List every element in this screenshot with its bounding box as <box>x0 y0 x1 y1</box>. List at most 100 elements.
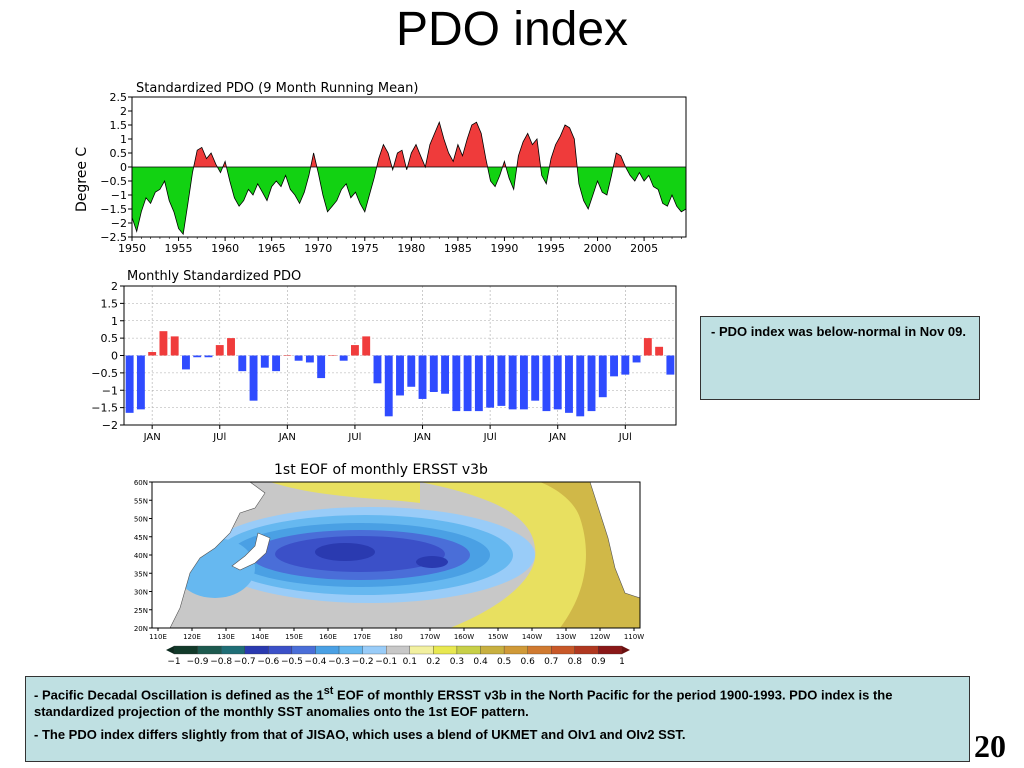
colorbar-swatch <box>315 645 340 655</box>
chart1-ytick-label: 0.5 <box>110 147 128 160</box>
pdo-bar <box>125 355 134 413</box>
pdo-bar <box>632 355 641 363</box>
pdo-bar <box>373 355 382 384</box>
chart2-xtick-label: JUl <box>618 432 632 443</box>
pdo-bar <box>260 355 269 368</box>
pdo-bar <box>159 331 168 356</box>
map-ytick-label: 55N <box>134 497 148 505</box>
pdo-bar <box>339 355 348 361</box>
map-xtick-label: 130E <box>217 633 235 641</box>
pdo-bar <box>396 355 404 396</box>
chart2-xtick-label: JUl <box>212 432 226 443</box>
pdo-bar <box>643 338 652 356</box>
map-xtick-label: 140E <box>251 633 269 641</box>
pdo-bar <box>193 355 202 358</box>
chart2-ytick-label: −2 <box>102 419 118 432</box>
colorbar-label: −1 <box>167 657 180 667</box>
pdo-bar <box>497 355 506 406</box>
pdo-bar <box>272 355 281 372</box>
map-ytick-label: 20N <box>134 625 148 633</box>
chart1-xtick-label: 1970 <box>304 242 332 255</box>
colorbar-label: −0.2 <box>352 657 374 667</box>
description-line-2: - The PDO index differs slightly from th… <box>34 727 686 743</box>
pdo-bar <box>283 355 292 356</box>
north-america-land <box>589 482 640 599</box>
colorbar-swatch <box>409 645 434 655</box>
description-box: - Pacific Decadal Oscillation is defined… <box>25 676 970 762</box>
colorbar-swatch <box>598 645 623 655</box>
map-xtick-label: 170W <box>420 633 440 641</box>
map-xtick-label: 150E <box>285 633 303 641</box>
slide-title: PDO index <box>395 3 629 56</box>
map-ytick-label: 45N <box>134 534 148 542</box>
colorbar-label: 0.4 <box>473 657 488 667</box>
colorbar-label: 1 <box>619 657 625 667</box>
chart1-ytick-label: −0.5 <box>100 175 127 188</box>
chart2-ytick-label: 0.5 <box>101 332 119 345</box>
pdo-bar <box>418 355 427 399</box>
chart1-xtick-label: 1965 <box>258 242 286 255</box>
page-number: 20 <box>974 728 1006 764</box>
pdo-bar <box>328 355 337 356</box>
pdo-bar <box>294 355 303 361</box>
colorbar-swatch <box>456 645 481 655</box>
chart3-title: 1st EOF of monthly ERSST v3b <box>274 462 488 478</box>
map-ytick-label: 40N <box>134 552 148 560</box>
pdo-series-line <box>131 120 687 236</box>
pdo-bar <box>610 355 618 377</box>
colorbar-label: 0.7 <box>544 657 558 667</box>
colorbar-arrow-right <box>622 646 630 654</box>
negative-core-east <box>416 556 448 568</box>
colorbar-label: −0.8 <box>210 657 232 667</box>
pdo-bar <box>553 355 562 410</box>
pdo-bar <box>170 336 179 356</box>
pdo-bar <box>384 355 393 417</box>
colorbar-swatch <box>551 645 575 655</box>
monthly-pdo-bar-chart: Monthly Standardized PDO 2 1.5 1 0.5 0 −0.5 −1… <box>91 269 677 443</box>
map-xtick-label: 120E <box>183 633 201 641</box>
chart2-ytick-label: 1.5 <box>101 297 119 310</box>
chart1-ytick-label: 0 <box>120 161 127 174</box>
pdo-bar <box>621 355 630 375</box>
pdo-bar <box>407 355 416 387</box>
colorbar-swatch <box>173 645 198 655</box>
chart1-ylabel: Degree C <box>74 147 90 212</box>
map-ytick-label: 50N <box>134 516 148 524</box>
colorbar-swatch <box>244 645 269 655</box>
chart2-xtick-label: JAN <box>278 432 296 443</box>
chart1-ytick-label: 1.5 <box>110 119 128 132</box>
pdo-bar <box>148 352 157 356</box>
colorbar-label: 0.3 <box>450 657 464 667</box>
description-line-1: - Pacific Decadal Oscillation is defined… <box>34 685 893 720</box>
chart1-xtick-label: 2005 <box>630 242 658 255</box>
pdo-bar <box>305 355 314 363</box>
chart2-xtick-label: JAN <box>548 432 566 443</box>
map-xtick-label: 170E <box>353 633 371 641</box>
colorbar-label: 0.1 <box>403 657 417 667</box>
pdo-bar <box>531 355 540 401</box>
map-ytick-label: 25N <box>134 607 148 615</box>
chart2-ytick-label: −1.5 <box>91 402 118 415</box>
map-xtick-label: 140W <box>522 633 542 641</box>
colorbar-label: 0.8 <box>568 657 583 667</box>
negative-area <box>132 167 686 235</box>
colorbar-label: −0.9 <box>187 657 209 667</box>
colorbar-label: 0.2 <box>426 657 440 667</box>
chart1-xtick-label: 1975 <box>351 242 379 255</box>
pdo-bar <box>452 355 461 412</box>
chart2-xtick-label: JUl <box>483 432 497 443</box>
pdo-bar <box>508 355 517 410</box>
pdo-bar <box>441 355 450 394</box>
pdo-bar <box>182 355 190 370</box>
pdo-bar <box>238 355 247 372</box>
pdo-bar <box>655 346 664 356</box>
chart1-ytick-label: −1.5 <box>100 203 127 216</box>
pdo-bar <box>215 345 224 356</box>
map-ytick-label: 60N <box>134 479 148 487</box>
pdo-bar <box>317 355 326 379</box>
map-xtick-label: 160W <box>454 633 474 641</box>
pdo-bar <box>576 355 585 417</box>
pdo-bar <box>429 355 438 392</box>
pdo-bar <box>587 355 596 412</box>
chart1-title: Standardized PDO (9 Month Running Mean) <box>136 81 418 96</box>
